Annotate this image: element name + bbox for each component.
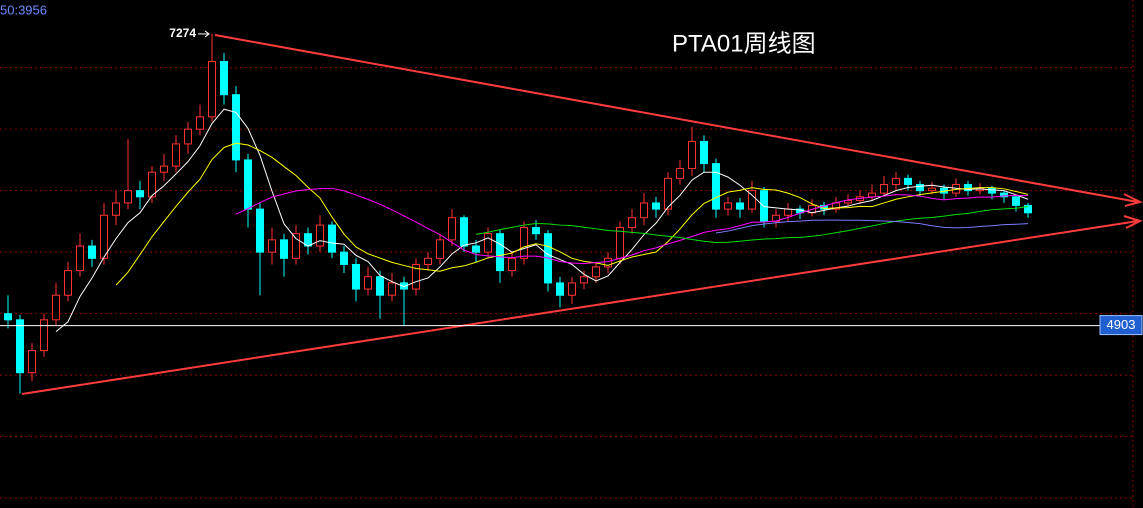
candle-body bbox=[556, 282, 564, 296]
candle-body bbox=[340, 251, 348, 265]
candle-body bbox=[364, 276, 372, 290]
candle-body bbox=[64, 270, 72, 296]
candle-body bbox=[880, 184, 888, 194]
candle-body bbox=[892, 177, 900, 186]
high-label: 7274 bbox=[169, 26, 196, 40]
candle-body bbox=[424, 257, 432, 265]
candle-body bbox=[484, 233, 492, 253]
moving-average bbox=[55, 108, 1029, 333]
candle-body bbox=[568, 282, 576, 296]
candle-body bbox=[616, 227, 624, 259]
candle-body bbox=[448, 217, 456, 241]
candle-body bbox=[40, 319, 48, 352]
candle-body bbox=[292, 233, 300, 259]
lower-trend-line bbox=[21, 220, 1139, 395]
price-label-box bbox=[1099, 315, 1143, 336]
candle-body bbox=[712, 163, 720, 210]
high-arrow-head bbox=[204, 30, 210, 38]
candle-body bbox=[736, 202, 744, 210]
candle-body bbox=[400, 282, 408, 290]
candle-body bbox=[496, 233, 504, 272]
candle-body bbox=[508, 257, 516, 272]
candle-body bbox=[928, 187, 936, 192]
candle-body bbox=[52, 294, 60, 321]
candle-body bbox=[580, 276, 588, 284]
candle-body bbox=[280, 239, 288, 259]
candle-body bbox=[652, 202, 660, 210]
candle-body bbox=[532, 227, 540, 235]
candle-body bbox=[688, 140, 696, 170]
candle-body bbox=[4, 313, 12, 321]
candle-body bbox=[784, 208, 792, 216]
candle-body bbox=[724, 202, 732, 210]
candle-body bbox=[700, 140, 708, 165]
candle-body bbox=[196, 116, 204, 130]
candle-body bbox=[328, 224, 336, 253]
candle-body bbox=[100, 214, 108, 259]
candle-body bbox=[124, 190, 132, 204]
candle-body bbox=[388, 282, 396, 296]
candle-body bbox=[844, 199, 852, 204]
corner-text: 50:3956 bbox=[0, 2, 47, 17]
candle-body bbox=[628, 217, 636, 229]
candle-body bbox=[160, 165, 168, 173]
candle-body bbox=[172, 143, 180, 167]
candle-body bbox=[16, 319, 24, 374]
candle-body bbox=[28, 350, 36, 374]
candle-body bbox=[868, 192, 876, 198]
moving-average bbox=[475, 205, 1029, 243]
upper-trend-line bbox=[214, 34, 1139, 203]
moving-average bbox=[115, 142, 1029, 286]
candle-body bbox=[208, 61, 216, 118]
candle-body bbox=[136, 190, 144, 198]
candle-body bbox=[964, 184, 972, 192]
candle-body bbox=[748, 190, 756, 210]
candle-body bbox=[472, 245, 480, 253]
price-label: 4903 bbox=[1107, 317, 1136, 332]
candle-body bbox=[412, 263, 420, 290]
candle-body bbox=[232, 94, 240, 161]
candle-body bbox=[916, 184, 924, 192]
candle-body bbox=[112, 202, 120, 216]
candle-body bbox=[1000, 192, 1008, 198]
candle-body bbox=[592, 266, 600, 278]
candle-body bbox=[376, 276, 384, 296]
candle-body bbox=[76, 245, 84, 272]
candle-body bbox=[904, 177, 912, 186]
candle-body bbox=[316, 224, 324, 247]
moving-average bbox=[235, 187, 1029, 265]
candle-body bbox=[520, 227, 528, 259]
candle-body bbox=[460, 217, 468, 247]
candle-body bbox=[604, 257, 612, 268]
candle-body bbox=[256, 208, 264, 253]
candles bbox=[4, 33, 1032, 394]
moving-average bbox=[715, 219, 1029, 234]
arrow-head bbox=[1123, 193, 1143, 207]
candle-body bbox=[244, 159, 252, 210]
candle-body bbox=[1012, 196, 1020, 206]
candle-body bbox=[436, 239, 444, 259]
grid bbox=[0, 67, 1133, 499]
candle-body bbox=[220, 61, 228, 96]
arrow-head bbox=[1123, 215, 1143, 229]
candle-body bbox=[664, 177, 672, 210]
candle-body bbox=[352, 263, 360, 290]
candle-body bbox=[268, 239, 276, 253]
chart-title: PTA01周线图 bbox=[672, 30, 816, 57]
candle-body bbox=[988, 187, 996, 194]
candle-body bbox=[676, 168, 684, 179]
candle-body bbox=[148, 171, 156, 198]
candle-body bbox=[640, 202, 648, 219]
moving-averages bbox=[55, 108, 1029, 333]
candle-body bbox=[88, 245, 96, 259]
candle-body bbox=[184, 128, 192, 145]
candle-body bbox=[1024, 204, 1032, 214]
